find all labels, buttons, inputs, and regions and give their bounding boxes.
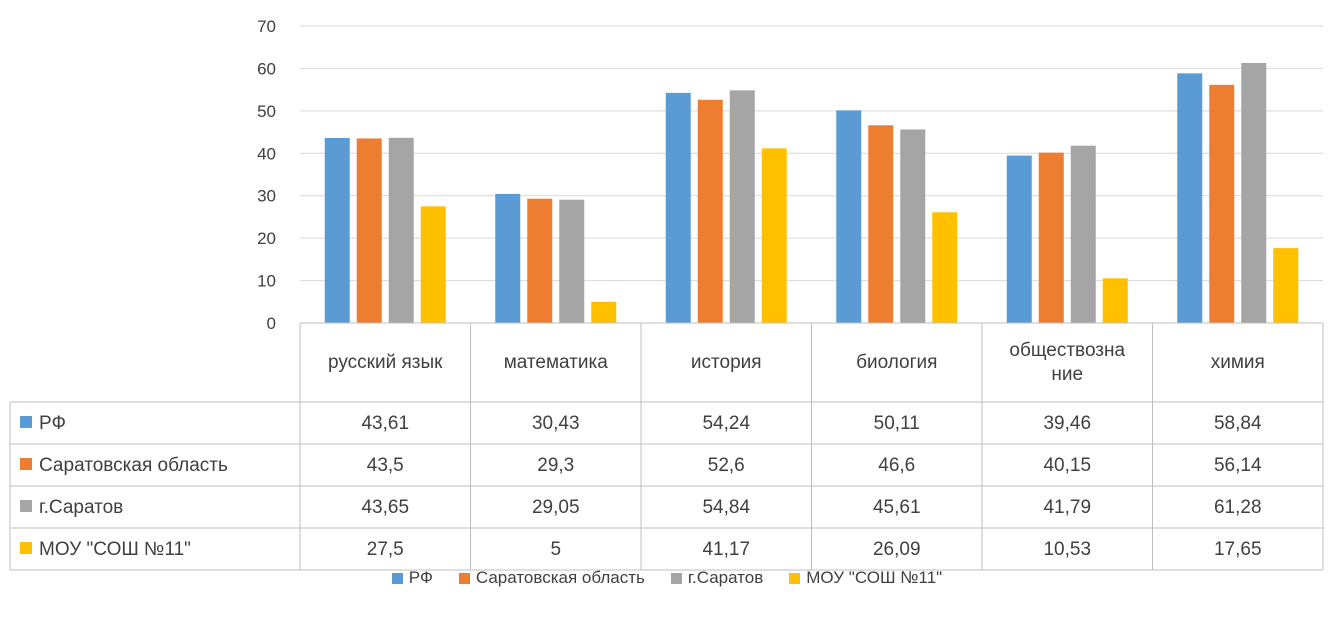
bar <box>665 92 691 323</box>
data-table: русский язык математика история биология общ… <box>9 322 1324 571</box>
category-label: русский язык <box>328 352 443 373</box>
data-label: 61,28 <box>1214 497 1262 518</box>
data-label: 54,84 <box>702 497 750 518</box>
category-label: ние <box>1051 364 1083 385</box>
bar <box>1209 84 1235 323</box>
bars <box>324 62 1299 324</box>
y-tick-label: 60 <box>257 59 276 78</box>
bar <box>527 198 553 323</box>
data-label: 41,17 <box>702 539 750 560</box>
y-tick-label: 10 <box>257 272 276 291</box>
bar <box>1177 73 1203 324</box>
data-label: 40,15 <box>1043 455 1091 476</box>
bar <box>932 212 958 323</box>
bar <box>729 90 755 323</box>
y-tick-label: 50 <box>257 102 276 121</box>
data-label: 10,53 <box>1043 539 1091 560</box>
data-label: 29,05 <box>532 497 580 518</box>
bar <box>697 99 723 323</box>
y-tick-label: 20 <box>257 229 276 248</box>
bar <box>1273 248 1299 323</box>
bar <box>356 138 382 323</box>
category-label: биология <box>856 352 937 373</box>
bar <box>1241 62 1267 324</box>
data-label: 52,6 <box>708 455 745 476</box>
legend-swatch-school <box>789 572 801 584</box>
bar <box>324 137 350 323</box>
data-label: 26,09 <box>873 539 921 560</box>
legend-item-rf: РФ <box>391 568 433 588</box>
y-tick-label: 40 <box>257 144 276 163</box>
legend-swatch-rf <box>391 572 403 584</box>
legend: РФ Саратовская область г.Саратов МОУ "СО… <box>0 568 1334 588</box>
legend-label-saratov-city: г.Саратов <box>687 568 764 587</box>
category-label: математика <box>504 352 609 373</box>
data-label: 17,65 <box>1214 539 1262 560</box>
data-label: 29,3 <box>537 455 574 476</box>
bar <box>420 206 446 323</box>
y-axis-ticks: 0 10 20 30 40 50 60 70 <box>257 17 276 333</box>
data-label: 43,65 <box>361 497 409 518</box>
data-label: 56,14 <box>1214 455 1262 476</box>
series-swatch <box>20 542 32 554</box>
bar <box>836 110 862 323</box>
bar <box>495 193 521 323</box>
data-label: 50,11 <box>874 413 920 434</box>
category-label: история <box>691 352 762 373</box>
series-label: г.Саратов <box>39 497 123 518</box>
legend-label-saratov-region: Саратовская область <box>475 568 645 587</box>
data-label: 54,24 <box>702 413 750 434</box>
series-label: Саратовская область <box>39 455 228 476</box>
category-label: обществозна <box>1009 340 1125 361</box>
data-label: 27,5 <box>367 539 404 560</box>
data-label: 45,61 <box>873 497 921 518</box>
gridlines <box>300 25 1323 324</box>
bar <box>591 301 617 323</box>
series-label: РФ <box>39 413 66 434</box>
data-label: 46,6 <box>878 455 915 476</box>
bar <box>1006 155 1032 323</box>
series-swatch <box>20 458 32 470</box>
legend-item-saratov-region: Саратовская область <box>458 568 645 588</box>
bar <box>761 148 787 323</box>
legend-swatch-saratov-region <box>458 572 470 584</box>
bar <box>1070 145 1096 323</box>
bar <box>388 137 414 323</box>
bar <box>559 199 585 323</box>
bar <box>900 129 926 323</box>
data-label: 43,5 <box>367 455 404 476</box>
y-tick-label: 0 <box>267 314 276 333</box>
series-swatch <box>20 500 32 512</box>
legend-item-saratov-city: г.Саратов <box>670 568 764 588</box>
legend-label-school: МОУ "СОШ №11" <box>806 568 943 587</box>
y-tick-label: 70 <box>257 17 276 36</box>
data-label: 5 <box>550 539 561 560</box>
category-label: химия <box>1211 352 1265 373</box>
data-label: 41,79 <box>1043 497 1091 518</box>
y-tick-label: 30 <box>257 187 276 206</box>
data-label: 43,61 <box>361 413 409 434</box>
series-label: МОУ "СОШ №11" <box>39 539 191 560</box>
bar <box>868 125 894 323</box>
series-swatch <box>20 416 32 428</box>
legend-swatch-saratov-city <box>670 572 682 584</box>
legend-label-rf: РФ <box>408 568 433 587</box>
legend-item-school: МОУ "СОШ №11" <box>789 568 942 588</box>
data-label: 58,84 <box>1214 413 1262 434</box>
bar <box>1038 152 1064 323</box>
data-label: 30,43 <box>532 413 580 434</box>
bar <box>1102 278 1128 323</box>
data-label: 39,46 <box>1043 413 1091 434</box>
